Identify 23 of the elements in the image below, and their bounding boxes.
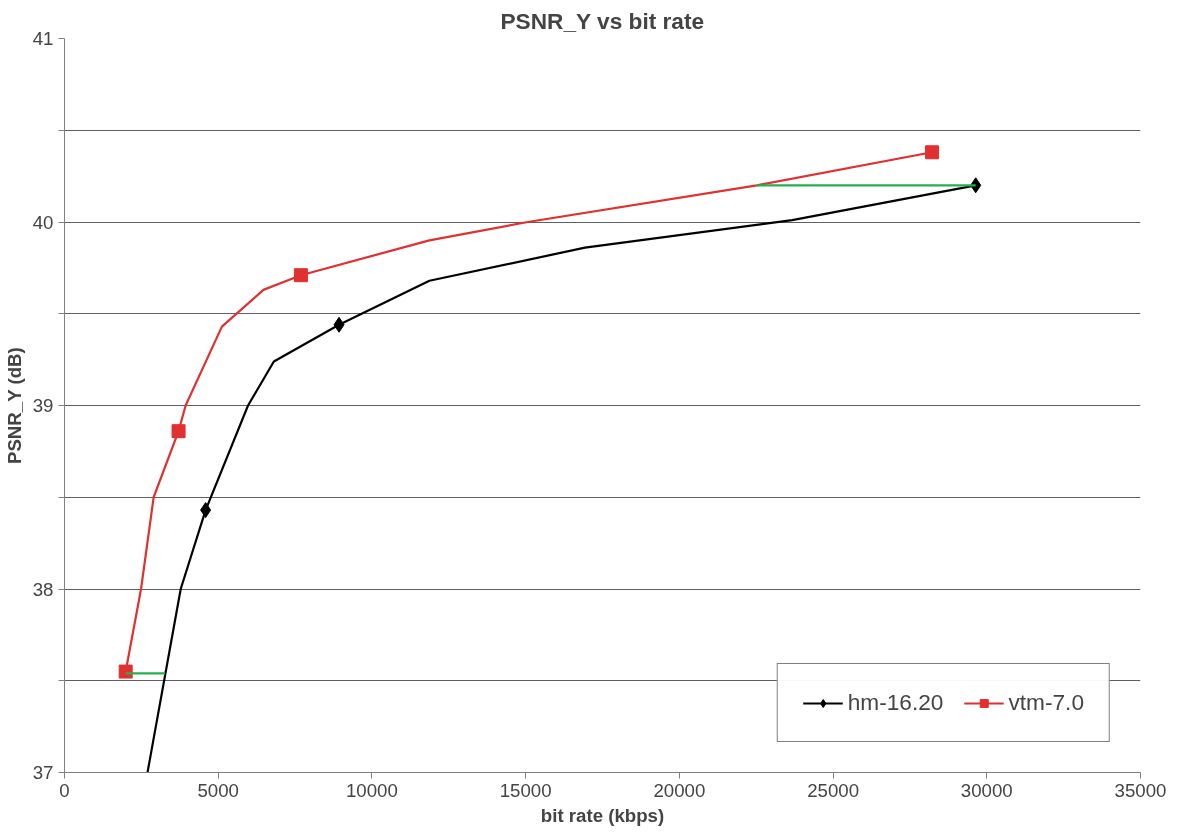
y-axis-title: PSNR_Y (dB) <box>3 347 25 465</box>
chart-title: PSNR_Y vs bit rate <box>500 7 705 34</box>
point <box>333 316 345 333</box>
y-tick-label: 37 <box>32 762 54 783</box>
x-tick-label: 25000 <box>807 779 860 801</box>
x-tick-label: 20000 <box>653 779 706 801</box>
x-tick-label: 10000 <box>345 779 398 801</box>
y-tick-label: 39 <box>32 395 54 416</box>
point <box>171 424 186 439</box>
x-tick-label: 30000 <box>960 779 1013 801</box>
y-tick-label: 40 <box>32 211 54 233</box>
x-tick-label: 5000 <box>197 779 239 801</box>
legend-label: hm-16.20 <box>847 689 944 716</box>
x-tick-label: 15000 <box>499 779 552 801</box>
legend-label: vtm-7.0 <box>1008 689 1084 716</box>
x-axis-title: bit rate (kbps) <box>540 804 665 826</box>
y-tick-label: 41 <box>32 28 54 49</box>
point <box>925 145 940 160</box>
y-tick-label: 38 <box>32 578 54 600</box>
x-tick-label: 35000 <box>1114 779 1167 801</box>
x-tick-label: 0 <box>59 779 70 801</box>
point <box>293 268 308 283</box>
point <box>200 502 212 519</box>
